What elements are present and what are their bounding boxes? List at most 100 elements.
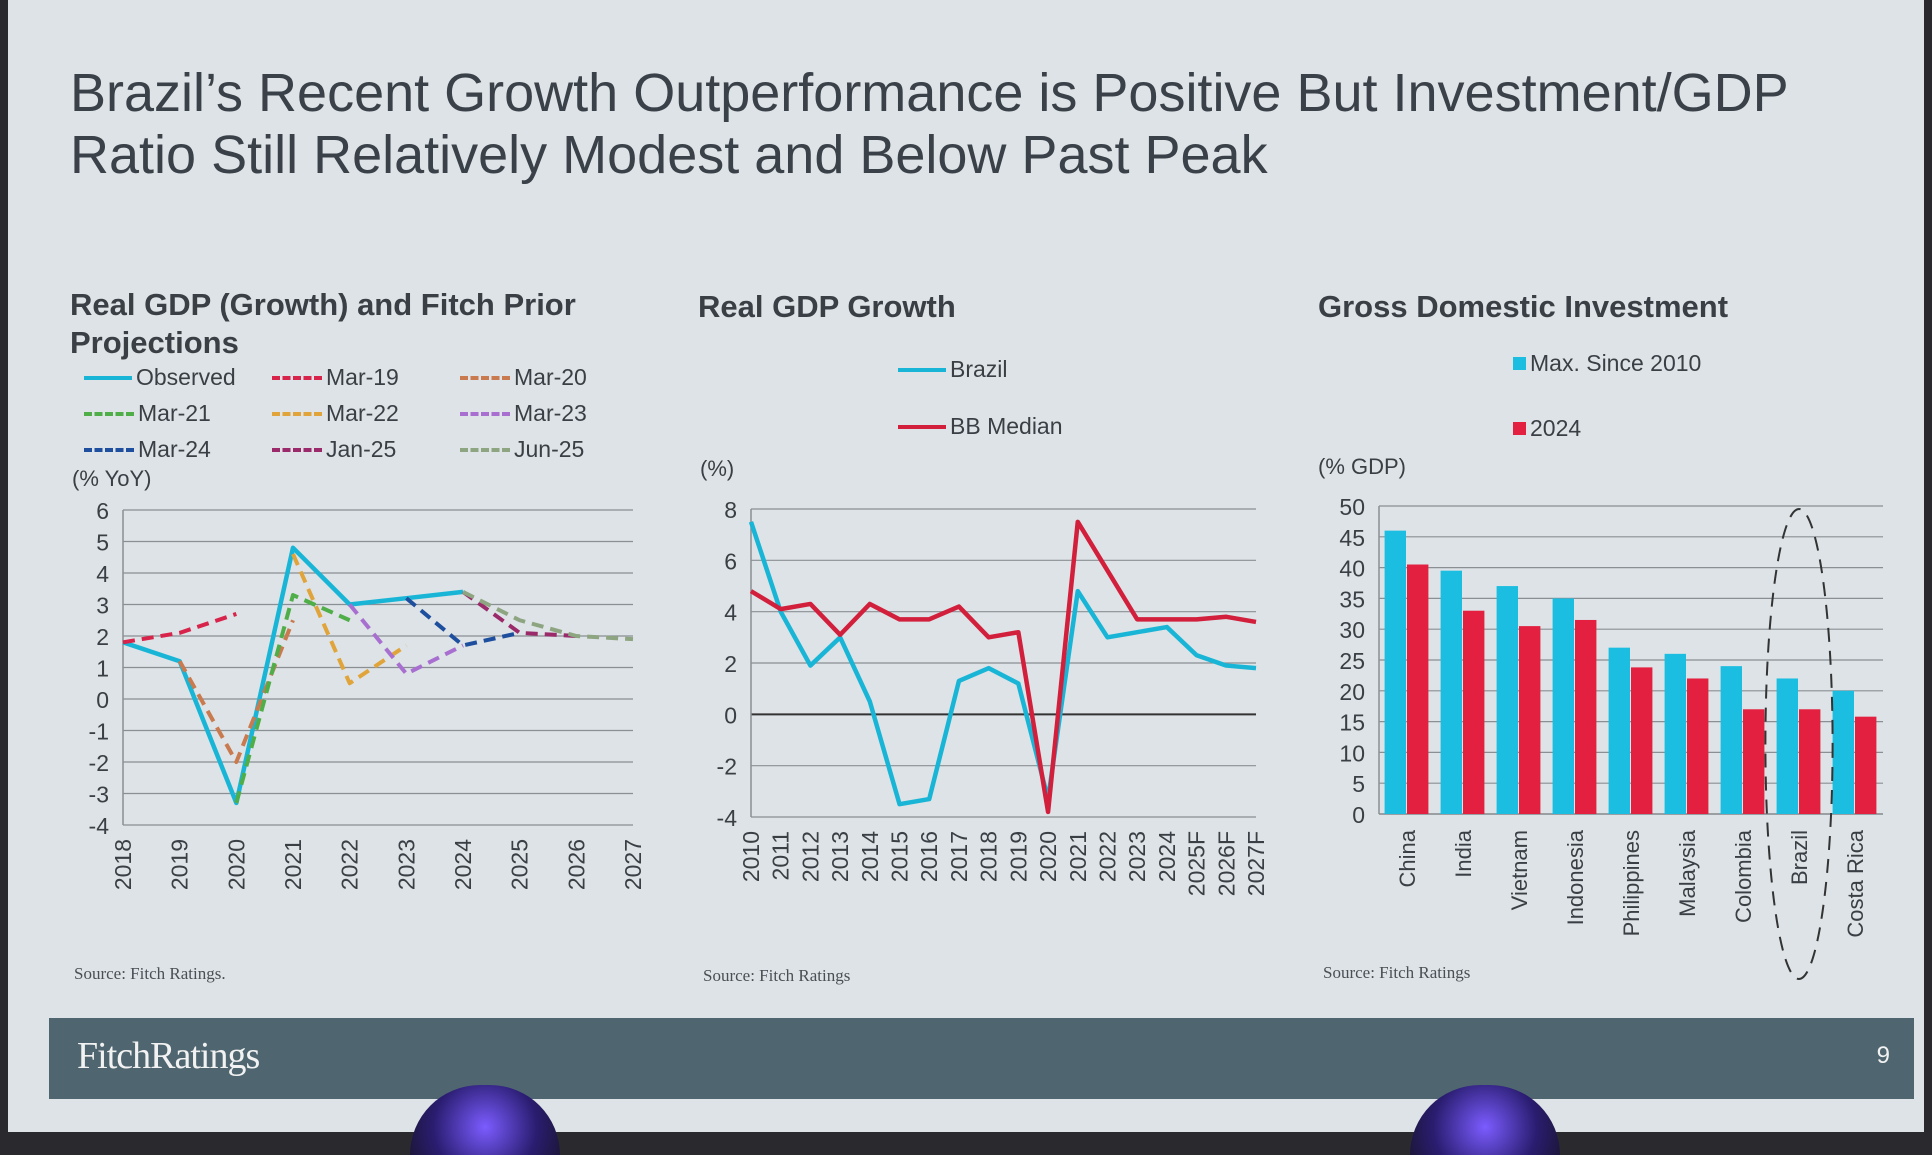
legend-label: Mar-22 bbox=[326, 400, 399, 427]
series-line-mar-19 bbox=[123, 614, 236, 642]
y-tick-label: 15 bbox=[1339, 710, 1365, 736]
y-tick-label: 4 bbox=[724, 600, 737, 626]
bar-vietnam-2024 bbox=[1519, 626, 1540, 814]
legend-label: Mar-20 bbox=[514, 364, 587, 391]
legend-swatch bbox=[460, 412, 510, 416]
bar-india-max bbox=[1441, 571, 1462, 814]
legend-label: Jan-25 bbox=[326, 436, 396, 463]
y-tick-label: 30 bbox=[1339, 617, 1365, 643]
x-tick-label: 2013 bbox=[827, 831, 853, 882]
legend-swatch bbox=[1513, 422, 1526, 435]
bar-colombia-2024 bbox=[1743, 709, 1764, 814]
bar-philippines-max bbox=[1609, 648, 1630, 814]
x-tick-label: 2026F bbox=[1213, 831, 1239, 896]
series-line-bb-median bbox=[751, 522, 1256, 812]
y-tick-label: 5 bbox=[1352, 771, 1365, 797]
x-tick-label: 2027F bbox=[1243, 831, 1269, 896]
x-tick-label: 2024 bbox=[1154, 831, 1180, 882]
page-number: 9 bbox=[1877, 1042, 1890, 1070]
legend-label: Jun-25 bbox=[514, 436, 584, 463]
y-tick-label: 0 bbox=[96, 687, 109, 713]
bar-costa-rica-max bbox=[1833, 691, 1854, 814]
y-tick-label: -4 bbox=[717, 805, 738, 831]
bar-vietnam-max bbox=[1497, 586, 1518, 814]
legend-swatch bbox=[84, 448, 134, 452]
x-tick-label: 2015 bbox=[887, 831, 913, 882]
x-tick-label: Costa Rica bbox=[1843, 829, 1868, 937]
legend-label: Mar-21 bbox=[138, 400, 211, 427]
chart2-unit-label: (%) bbox=[700, 456, 734, 482]
bar-china-2024 bbox=[1407, 565, 1428, 814]
legend-label: Mar-23 bbox=[514, 400, 587, 427]
x-tick-label: Brazil bbox=[1787, 830, 1812, 885]
legend-swatch bbox=[460, 376, 510, 380]
x-tick-label: 2027 bbox=[620, 839, 646, 890]
legend-swatch bbox=[272, 376, 322, 380]
bar-malaysia-max bbox=[1665, 654, 1686, 814]
chart3-unit-label: (% GDP) bbox=[1318, 454, 1406, 480]
legend-swatch bbox=[898, 425, 946, 429]
legend-item: Mar-21 bbox=[84, 400, 211, 427]
x-tick-label: 2010 bbox=[738, 831, 764, 882]
x-tick-label: 2022 bbox=[337, 839, 363, 890]
legend-label: BB Median bbox=[950, 413, 1063, 440]
y-tick-label: 1 bbox=[96, 656, 109, 682]
x-tick-label: Indonesia bbox=[1563, 829, 1588, 925]
legend-item: Jun-25 bbox=[460, 436, 584, 463]
y-tick-label: 2 bbox=[96, 624, 109, 650]
legend-item: Max. Since 2010 bbox=[1513, 350, 1701, 377]
x-tick-label: Malaysia bbox=[1675, 829, 1700, 917]
legend-swatch bbox=[898, 368, 946, 372]
chart3-legend: Max. Since 2010 2024 bbox=[1513, 350, 1813, 450]
legend-swatch bbox=[84, 412, 134, 416]
chart1-title: Real GDP (Growth) and Fitch Prior Projec… bbox=[70, 286, 610, 362]
bar-colombia-max bbox=[1721, 666, 1742, 814]
legend-label: Brazil bbox=[950, 356, 1008, 383]
x-tick-label: 2022 bbox=[1094, 831, 1120, 882]
y-tick-label: 50 bbox=[1339, 494, 1365, 520]
y-tick-label: 5 bbox=[96, 530, 109, 556]
bar-india-2024 bbox=[1463, 611, 1484, 814]
legend-swatch bbox=[272, 448, 322, 452]
y-tick-label: 35 bbox=[1339, 586, 1365, 612]
series-line-observed bbox=[123, 548, 463, 803]
y-tick-label: -3 bbox=[89, 782, 109, 808]
legend-label: 2024 bbox=[1530, 415, 1581, 442]
x-tick-label: Vietnam bbox=[1507, 830, 1532, 910]
chart3-title: Gross Domestic Investment bbox=[1318, 288, 1728, 326]
chart2-source: Source: Fitch Ratings bbox=[703, 966, 850, 986]
legend-label: Max. Since 2010 bbox=[1530, 350, 1701, 377]
x-tick-label: India bbox=[1451, 829, 1476, 877]
x-tick-label: 2020 bbox=[1035, 831, 1061, 882]
y-tick-label: 45 bbox=[1339, 525, 1365, 551]
y-tick-label: 3 bbox=[96, 593, 109, 619]
x-tick-label: 2019 bbox=[1005, 831, 1031, 882]
y-tick-label: 8 bbox=[724, 497, 737, 523]
legend-item: BB Median bbox=[898, 413, 1063, 440]
chart1-source: Source: Fitch Ratings. bbox=[74, 964, 226, 984]
x-tick-label: 2018 bbox=[976, 831, 1002, 882]
chart2-legend: Brazil BB Median bbox=[898, 356, 1198, 456]
bar-costa-rica-2024 bbox=[1855, 717, 1876, 814]
x-tick-label: 2021 bbox=[1065, 831, 1091, 882]
y-tick-label: -1 bbox=[89, 719, 109, 745]
y-tick-label: 4 bbox=[96, 561, 109, 587]
y-tick-label: -4 bbox=[89, 813, 110, 839]
x-tick-label: 2024 bbox=[450, 839, 476, 890]
x-tick-label: China bbox=[1395, 829, 1420, 887]
x-tick-label: 2026 bbox=[563, 839, 589, 890]
x-tick-label: 2021 bbox=[280, 839, 306, 890]
y-tick-label: 40 bbox=[1339, 556, 1365, 582]
legend-label: Mar-19 bbox=[326, 364, 399, 391]
bar-china-max bbox=[1385, 531, 1406, 814]
legend-item: 2024 bbox=[1513, 415, 1581, 442]
y-tick-label: 6 bbox=[724, 548, 737, 574]
y-tick-label: 0 bbox=[1352, 802, 1365, 828]
bar-indonesia-2024 bbox=[1575, 620, 1596, 814]
bar-philippines-2024 bbox=[1631, 667, 1652, 814]
legend-label: Mar-24 bbox=[138, 436, 211, 463]
bar-malaysia-2024 bbox=[1687, 678, 1708, 814]
series-line-mar-20 bbox=[180, 620, 293, 762]
